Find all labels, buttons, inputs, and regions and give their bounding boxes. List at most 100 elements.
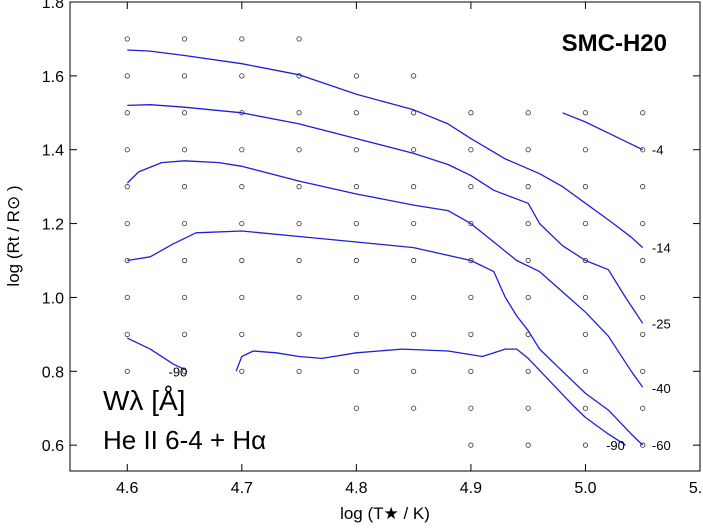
- y-tick-label: 0.8: [42, 364, 64, 381]
- model-grid-point: [640, 405, 646, 411]
- model-grid-point: [411, 294, 417, 301]
- model-grid-point: [239, 184, 245, 190]
- model-grid-point: [124, 110, 130, 116]
- contour-label: -40: [652, 381, 671, 396]
- model-grid-point: [296, 220, 302, 227]
- chart-title: SMC-H20: [562, 30, 667, 57]
- model-grid-point: [181, 294, 188, 301]
- model-grid-point: [181, 220, 188, 227]
- model-grid-point: [411, 257, 417, 264]
- model-grid-point: [582, 368, 589, 374]
- model-grid-point: [525, 294, 531, 301]
- y-axis-label-text: log (Rt / R⊙ ): [4, 185, 23, 286]
- model-grid-point: [181, 184, 188, 190]
- model-grid-point: [124, 184, 130, 190]
- model-grid-point: [582, 405, 589, 411]
- annotation-line1: Wλ [Å]: [103, 385, 185, 416]
- y-tick-label: 1.6: [42, 69, 64, 86]
- contour-line: [127, 104, 644, 324]
- contour-line: [127, 230, 644, 446]
- y-axis-label: log (Rt / R⊙ ): [4, 185, 23, 286]
- contour-line: [127, 337, 185, 370]
- y-tick-label: 1.4: [42, 143, 64, 160]
- model-grid-point: [296, 368, 302, 374]
- model-grid-point: [640, 442, 646, 448]
- model-grid-point: [525, 368, 531, 374]
- contour-line: [235, 348, 626, 446]
- model-grid-point: [525, 184, 531, 190]
- model-grid-point: [239, 220, 245, 227]
- annotation-line2: He II 6-4 + Hα: [103, 425, 266, 455]
- model-grid-point: [411, 331, 417, 337]
- model-grid-point: [124, 147, 130, 153]
- plot-frame: [69, 1, 701, 472]
- model-grid-point: [239, 73, 245, 79]
- model-grid-point: [468, 368, 474, 374]
- model-grid-point: [296, 110, 302, 116]
- model-grid-point: [296, 294, 302, 301]
- y-tick-label: 1.0: [42, 290, 64, 307]
- model-grid-point: [468, 220, 474, 227]
- model-grid-point: [239, 147, 245, 153]
- model-grid-point: [411, 73, 417, 79]
- model-grid-point: [468, 331, 474, 337]
- model-grid-point: [411, 184, 417, 190]
- model-grid-point: [124, 73, 130, 79]
- model-grid-point: [353, 257, 359, 264]
- model-grid-point: [468, 405, 474, 411]
- contour-label: -25: [652, 316, 671, 331]
- model-grid-point: [468, 110, 474, 116]
- model-grid-point: [640, 331, 646, 337]
- x-axis-label: log (T★ / K): [340, 504, 430, 523]
- model-grid-point: [353, 184, 359, 190]
- model-grid-point: [124, 294, 130, 301]
- model-grid-point: [582, 294, 589, 301]
- model-grid-point: [239, 36, 245, 42]
- model-grid-point: [468, 184, 474, 190]
- model-grid-point: [411, 368, 417, 374]
- model-grid-point: [640, 257, 646, 264]
- model-grid-point: [640, 220, 646, 227]
- model-grid-point: [239, 368, 245, 374]
- model-grid-point: [124, 220, 130, 227]
- model-grid-point: [640, 184, 646, 190]
- model-grid-point: [239, 331, 245, 337]
- model-grid-point: [411, 147, 417, 153]
- model-grid-point: [181, 331, 188, 337]
- contour-label: -4: [652, 143, 664, 158]
- contour-label: -60: [652, 438, 671, 453]
- model-grid-point: [181, 147, 188, 153]
- contour-label: -90: [169, 364, 188, 379]
- model-grid-point: [525, 257, 531, 264]
- model-grid-point: [582, 442, 589, 448]
- model-grid-point: [181, 257, 188, 264]
- model-grid-point: [411, 220, 417, 227]
- model-grid-point: [239, 257, 245, 264]
- model-grid-point: [582, 184, 589, 190]
- model-grid-point: [296, 36, 302, 42]
- model-grid-point: [525, 110, 531, 116]
- contour-line: [562, 112, 643, 151]
- model-grid-point: [468, 442, 474, 448]
- contour-line: [127, 49, 644, 249]
- model-grid-point: [525, 442, 531, 448]
- model-grid-point: [239, 294, 245, 301]
- model-grid-point: [468, 147, 474, 153]
- x-tick-label: 4.6: [116, 480, 138, 497]
- contour-label: -14: [652, 241, 671, 256]
- x-tick-label: 4.8: [345, 480, 367, 497]
- model-grid-point: [296, 257, 302, 264]
- model-grid-point: [296, 331, 302, 337]
- model-grid-point: [640, 294, 646, 301]
- model-grid-point: [582, 110, 589, 116]
- model-grid-point: [353, 220, 359, 227]
- x-tick-label: 5.1: [689, 480, 703, 497]
- model-grid-point: [582, 220, 589, 227]
- model-grid-point: [181, 110, 188, 116]
- model-grid-point: [411, 110, 417, 116]
- model-grid-point: [124, 368, 130, 374]
- model-grid-point: [525, 220, 531, 227]
- model-grid-point: [640, 368, 646, 374]
